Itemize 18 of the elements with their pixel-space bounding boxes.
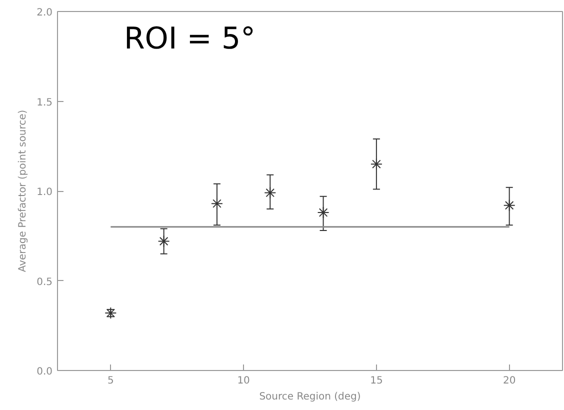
- x-tick-label: 15: [370, 376, 383, 386]
- x-tick-label: 20: [502, 376, 516, 386]
- y-tick-label: 1.0: [36, 187, 53, 198]
- point: [264, 186, 276, 199]
- annotation: ROI = 5°: [124, 21, 256, 56]
- point: [503, 199, 516, 212]
- point: [317, 206, 330, 219]
- y-tick-label: 0.5: [36, 276, 53, 288]
- y-tick-label: 2.0: [36, 8, 53, 18]
- point: [210, 198, 223, 210]
- x-tick-label: 5: [107, 376, 114, 386]
- x-axis-title: Source Region (deg): [259, 392, 361, 402]
- y-tick-label: 0.0: [36, 366, 53, 378]
- point: [158, 235, 170, 248]
- y-axis-title: Average Prefactor (point source): [18, 110, 29, 272]
- point: [370, 158, 382, 170]
- y-tick-label: 1.5: [36, 97, 53, 108]
- x-tick-label: 10: [237, 376, 250, 386]
